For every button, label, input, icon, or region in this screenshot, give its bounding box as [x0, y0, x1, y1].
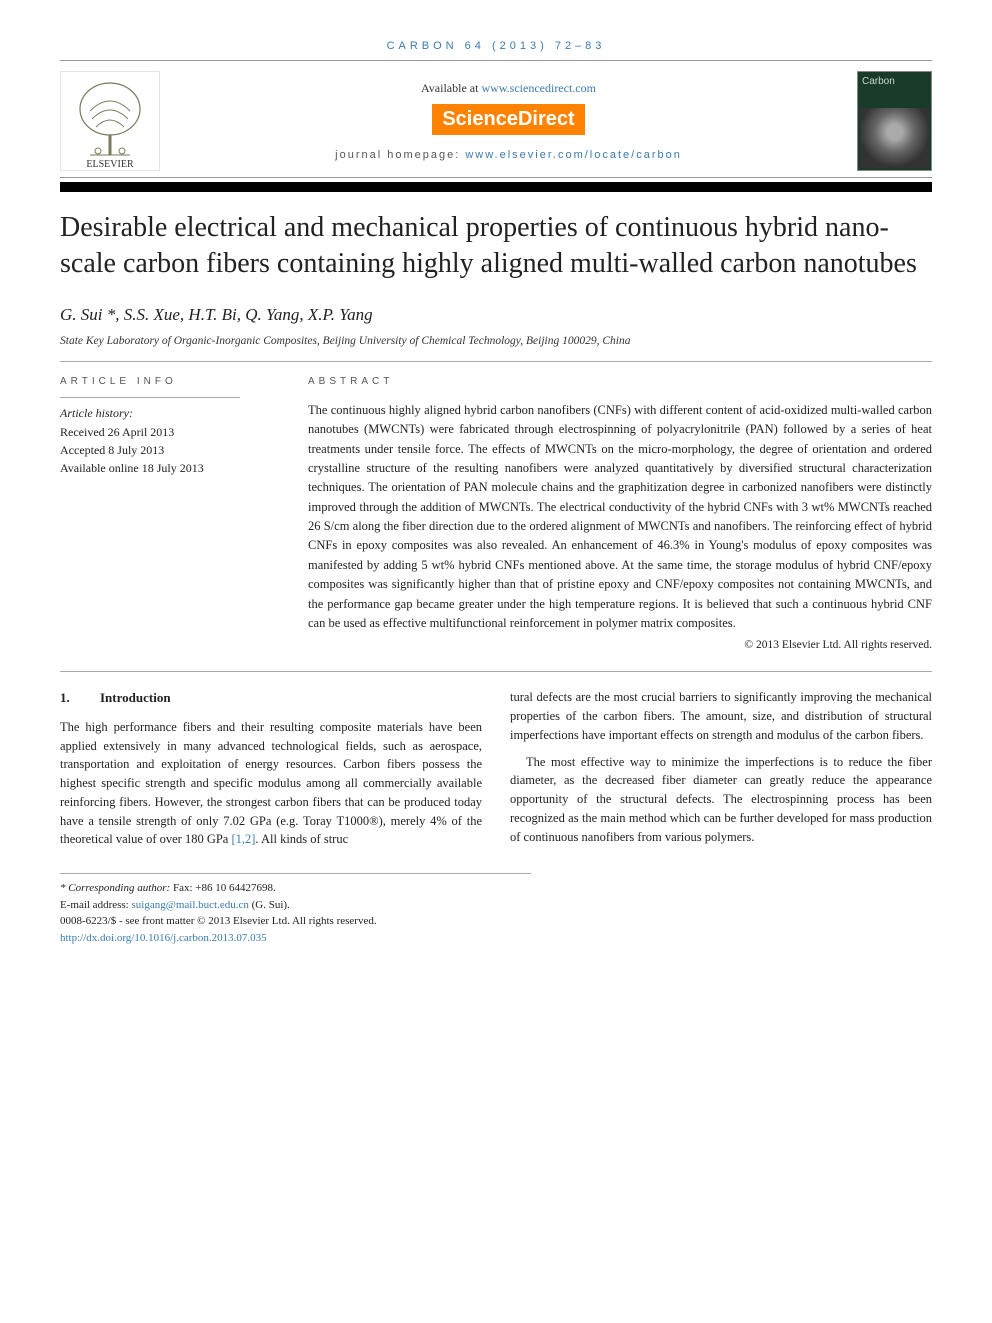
masthead-center: Available at www.sciencedirect.com Scien… [160, 81, 857, 161]
intro-para-2: tural defects are the most crucial barri… [510, 688, 932, 744]
journal-homepage-link[interactable]: www.elsevier.com/locate/carbon [465, 149, 682, 161]
elsevier-logo[interactable]: ELSEVIER [60, 71, 160, 171]
body-rule [60, 671, 932, 672]
abstract-label: ABSTRACT [308, 376, 932, 387]
issn-line: 0008-6223/$ - see front matter © 2013 El… [60, 913, 531, 930]
intro-para-3: The most effective way to minimize the i… [510, 753, 932, 847]
article-info-col: ARTICLE INFO Article history: Received 2… [60, 376, 280, 652]
affiliation: State Key Laboratory of Organic-Inorgani… [60, 335, 932, 347]
body-col-right: tural defects are the most crucial barri… [510, 688, 932, 849]
section-title: Introduction [100, 690, 171, 705]
sciencedirect-brand[interactable]: ScienceDirect [432, 104, 584, 135]
authors: G. Sui *, S.S. Xue, H.T. Bi, Q. Yang, X.… [60, 305, 932, 325]
meta-row: ARTICLE INFO Article history: Received 2… [60, 361, 932, 652]
intro-para-1: The high performance fibers and their re… [60, 718, 482, 849]
footnotes: * Corresponding author: Fax: +86 10 6442… [60, 873, 531, 946]
doi-link[interactable]: http://dx.doi.org/10.1016/j.carbon.2013.… [60, 932, 267, 944]
svg-text:ELSEVIER: ELSEVIER [86, 159, 134, 170]
corresponding-author: * Corresponding author: Fax: +86 10 6442… [60, 880, 531, 897]
article-info-label: ARTICLE INFO [60, 376, 280, 387]
cover-label: Carbon [862, 76, 895, 87]
accepted-date: Accepted 8 July 2013 [60, 441, 280, 459]
journal-homepage: journal homepage: www.elsevier.com/locat… [160, 149, 857, 161]
received-date: Received 26 April 2013 [60, 423, 280, 441]
info-rule [60, 397, 240, 398]
abstract-body: The continuous highly aligned hybrid car… [308, 397, 932, 634]
introduction-heading: 1.Introduction [60, 688, 482, 708]
body-columns: 1.Introduction The high performance fibe… [60, 688, 932, 849]
journal-cover-thumbnail[interactable]: Carbon [857, 71, 932, 171]
email-line: E-mail address: suigang@mail.buct.edu.cn… [60, 897, 531, 914]
article-title: Desirable electrical and mechanical prop… [60, 210, 932, 283]
ref-link-1-2[interactable]: [1,2] [231, 832, 255, 846]
masthead: ELSEVIER Available at www.sciencedirect.… [60, 61, 932, 178]
section-number: 1. [60, 688, 100, 708]
online-date: Available online 18 July 2013 [60, 459, 280, 477]
cover-image-icon [860, 108, 929, 168]
sciencedirect-link[interactable]: www.sciencedirect.com [481, 81, 596, 95]
author-email-link[interactable]: suigang@mail.buct.edu.cn [131, 899, 248, 911]
article-page: CARBON 64 (2013) 72–83 ELSEVIER Availabl… [0, 0, 992, 976]
title-rule [60, 182, 932, 192]
abstract-copyright: © 2013 Elsevier Ltd. All rights reserved… [308, 639, 932, 651]
abstract-col: ABSTRACT The continuous highly aligned h… [308, 376, 932, 652]
available-at: Available at www.sciencedirect.com [160, 81, 857, 96]
history-label: Article history: [60, 406, 280, 421]
journal-reference: CARBON 64 (2013) 72–83 [60, 40, 932, 61]
body-col-left: 1.Introduction The high performance fibe… [60, 688, 482, 849]
elsevier-tree-icon: ELSEVIER [60, 71, 160, 171]
